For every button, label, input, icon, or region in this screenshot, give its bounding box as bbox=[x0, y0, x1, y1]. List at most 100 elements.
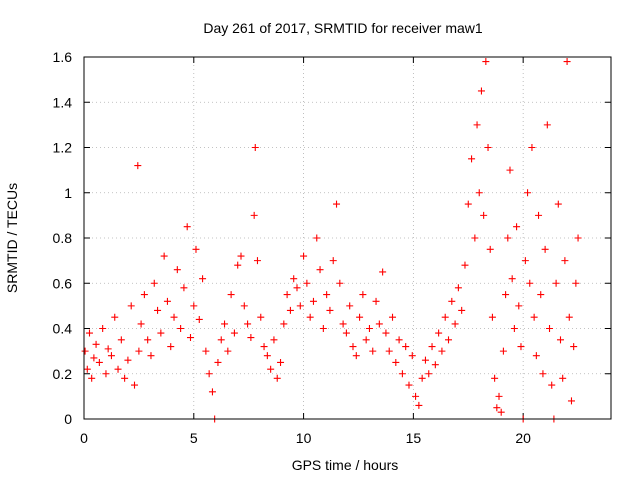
data-point bbox=[365, 325, 373, 332]
data-point bbox=[300, 252, 308, 260]
data-point bbox=[454, 284, 462, 292]
data-point bbox=[513, 223, 521, 231]
y-axis-label: SRMTID / TECUs bbox=[4, 183, 20, 293]
data-point bbox=[499, 347, 507, 355]
data-point bbox=[506, 166, 514, 174]
data-point bbox=[464, 200, 472, 208]
data-point bbox=[565, 313, 573, 321]
data-point bbox=[251, 144, 259, 151]
data-point bbox=[559, 374, 567, 382]
data-point bbox=[554, 200, 562, 208]
data-point bbox=[247, 334, 255, 342]
data-point bbox=[526, 279, 534, 287]
data-point bbox=[480, 211, 488, 219]
data-point bbox=[493, 404, 501, 412]
data-point bbox=[539, 370, 547, 378]
data-point bbox=[524, 189, 532, 197]
data-point bbox=[137, 320, 145, 328]
data-point bbox=[107, 352, 115, 360]
data-point bbox=[528, 144, 536, 151]
y-tick-label: 1 bbox=[64, 185, 72, 201]
data-point bbox=[532, 352, 540, 360]
data-point bbox=[293, 284, 301, 292]
data-point bbox=[227, 291, 235, 299]
data-point bbox=[205, 370, 213, 378]
data-point bbox=[567, 397, 575, 405]
data-point bbox=[81, 347, 89, 355]
data-point bbox=[117, 336, 125, 344]
data-point bbox=[319, 325, 327, 332]
data-point bbox=[475, 189, 483, 197]
data-point bbox=[111, 313, 119, 321]
data-point bbox=[316, 266, 324, 274]
data-point bbox=[90, 354, 98, 362]
x-tick-label: 15 bbox=[406, 430, 422, 446]
data-point bbox=[224, 347, 232, 355]
data-point bbox=[88, 374, 96, 382]
data-point bbox=[508, 275, 516, 283]
data-point bbox=[244, 320, 252, 328]
y-tick-label: 1.4 bbox=[53, 94, 73, 110]
data-point bbox=[221, 320, 229, 328]
data-point bbox=[458, 306, 466, 314]
plot-frame bbox=[83, 56, 612, 420]
data-point bbox=[290, 275, 298, 283]
data-point bbox=[99, 325, 107, 332]
data-point bbox=[441, 313, 449, 321]
data-point bbox=[339, 320, 347, 328]
data-point bbox=[515, 302, 523, 310]
data-point bbox=[306, 313, 314, 321]
data-point bbox=[382, 329, 390, 337]
data-point bbox=[267, 365, 275, 373]
data-point bbox=[346, 302, 354, 310]
data-point bbox=[283, 291, 291, 299]
data-point bbox=[359, 291, 367, 299]
data-point bbox=[104, 345, 112, 353]
data-point bbox=[131, 381, 139, 389]
y-tick-label: 0.8 bbox=[53, 230, 73, 246]
data-point bbox=[398, 370, 406, 378]
data-point bbox=[395, 336, 403, 344]
data-point bbox=[140, 291, 148, 299]
data-point bbox=[574, 234, 582, 242]
data-point bbox=[412, 392, 420, 400]
data-point bbox=[497, 408, 505, 416]
data-point bbox=[234, 261, 242, 269]
x-tick-label: 10 bbox=[296, 430, 312, 446]
data-point bbox=[356, 313, 364, 321]
y-tick-label: 1.6 bbox=[53, 49, 73, 65]
data-point bbox=[163, 297, 171, 305]
data-point bbox=[570, 343, 578, 351]
data-point bbox=[504, 234, 512, 242]
x-axis-label: GPS time / hours bbox=[292, 457, 399, 473]
data-point bbox=[543, 121, 551, 129]
data-point bbox=[192, 245, 200, 253]
data-point bbox=[154, 306, 162, 314]
data-point bbox=[173, 266, 181, 274]
data-point bbox=[342, 329, 350, 337]
data-point bbox=[260, 343, 268, 351]
data-point bbox=[124, 356, 132, 364]
data-point bbox=[541, 245, 549, 253]
data-point bbox=[92, 340, 100, 348]
data-point bbox=[270, 336, 278, 344]
data-point bbox=[127, 302, 135, 310]
data-point bbox=[408, 352, 416, 360]
data-point bbox=[546, 325, 554, 332]
data-point bbox=[263, 352, 271, 360]
data-point bbox=[183, 223, 191, 231]
data-point bbox=[392, 358, 400, 366]
data-point bbox=[114, 365, 122, 373]
data-point bbox=[477, 87, 485, 95]
data-point bbox=[309, 297, 317, 305]
data-point bbox=[144, 336, 152, 344]
data-point bbox=[230, 329, 238, 337]
data-point bbox=[177, 325, 185, 332]
data-point bbox=[349, 343, 357, 351]
data-point bbox=[323, 291, 331, 299]
data-point bbox=[180, 284, 188, 292]
x-tick-label: 5 bbox=[190, 430, 198, 446]
data-points bbox=[81, 58, 582, 423]
y-tick-label: 0.6 bbox=[53, 275, 73, 291]
data-point bbox=[369, 347, 377, 355]
